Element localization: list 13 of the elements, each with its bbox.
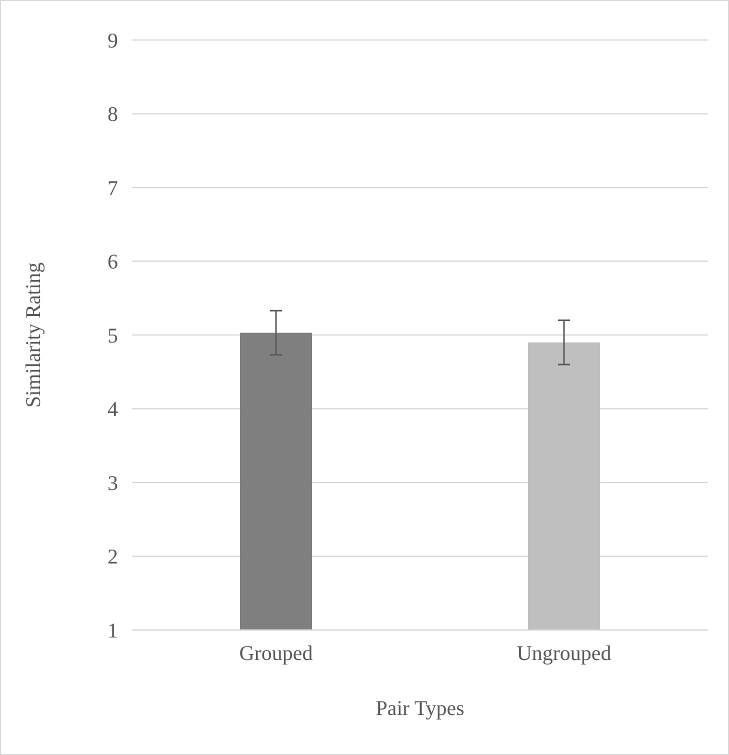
y-tick-label: 9 — [108, 28, 118, 52]
y-tick-label: 6 — [108, 250, 118, 274]
y-tick-label: 3 — [108, 470, 118, 495]
y-tick-label: 4 — [108, 397, 118, 422]
y-axis-title: Similarity Rating — [21, 262, 45, 408]
y-tick-label: 1 — [108, 618, 118, 642]
y-tick-label: 8 — [108, 102, 118, 126]
y-tick-label: 5 — [108, 323, 118, 348]
x-tick-label: Ungrouped — [516, 641, 612, 665]
y-tick-label: 7 — [108, 176, 118, 200]
x-tick-label: Grouped — [239, 641, 314, 665]
y-tick-label: 2 — [108, 544, 118, 569]
x-axis-title: Pair Types — [376, 696, 464, 720]
